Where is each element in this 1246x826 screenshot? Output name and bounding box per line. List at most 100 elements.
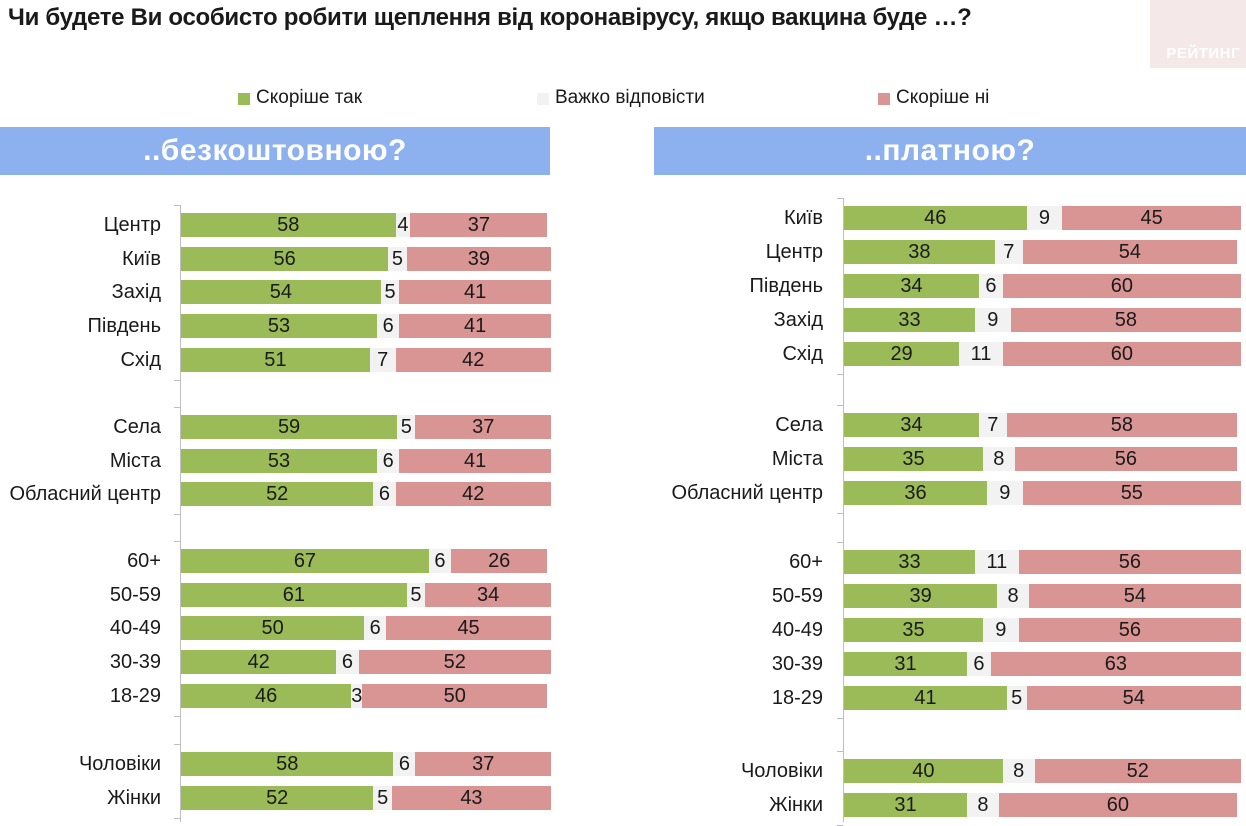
bar-value-label: 46 [924, 207, 947, 229]
bar-value-label: 54 [1123, 585, 1146, 607]
bar-value-label: 41 [464, 450, 487, 472]
bar-yes: 38 [844, 240, 995, 264]
row-label: Захід [111, 281, 161, 303]
bar-value-label: 63 [1104, 653, 1128, 675]
bar-value-label: 35 [902, 448, 925, 470]
bar-value-label: 45 [1140, 207, 1163, 229]
bar-value-label: 45 [457, 617, 480, 639]
bar-yes: 52 [181, 482, 374, 506]
row-label: 40-49 [109, 617, 161, 639]
bar-hard: 7 [978, 413, 1007, 437]
bar-value-label: 54 [1118, 241, 1141, 263]
bar-value-label: 37 [472, 416, 495, 438]
bar-value-label: 9 [1038, 207, 1051, 229]
bar-value-label: 50 [261, 617, 284, 639]
row-label: Жінки [769, 794, 823, 816]
bar-value-label: 42 [462, 349, 485, 371]
bar-value-label: 7 [1003, 241, 1015, 263]
bar-hard: 6 [373, 482, 396, 506]
bar-yes: 31 [844, 652, 968, 676]
row-label: Південь [749, 275, 823, 297]
bar-no: 50 [362, 684, 548, 708]
panel-header-free: ..безкоштовною? [0, 127, 550, 175]
bar-yes: 58 [181, 213, 396, 237]
bar-value-label: 58 [1110, 414, 1134, 436]
bar-yes: 31 [844, 793, 968, 817]
bar-yes: 36 [844, 481, 987, 505]
bar-value-label: 31 [894, 653, 917, 675]
bar-value-label: 3 [351, 685, 363, 707]
row-label: Обласний центр [9, 483, 161, 505]
bar-value-label: 6 [369, 617, 381, 639]
axis-tick [837, 513, 843, 514]
bar-no: 56 [1018, 618, 1241, 642]
row-label: 18-29 [771, 687, 823, 709]
bar-value-label: 41 [914, 687, 937, 709]
axis-tick [837, 198, 843, 199]
bar-hard: 5 [388, 247, 407, 271]
row-label: 40-49 [771, 619, 823, 641]
axis-tick [174, 514, 180, 515]
bar-value-label: 6 [434, 550, 446, 572]
bar-no: 58 [1006, 413, 1238, 437]
bar-value-label: 39 [467, 248, 490, 270]
bar-value-label: 11 [970, 343, 992, 365]
row-label: Жінки [107, 787, 161, 809]
bar-value-label: 38 [908, 241, 931, 263]
bar-value-label: 7 [377, 349, 389, 371]
bar-value-label: 36 [904, 482, 927, 504]
legend-swatch-no [878, 93, 890, 105]
bar-value-label: 5 [1011, 687, 1023, 709]
bar-value-label: 41 [464, 315, 487, 337]
bar-hard: 9 [982, 618, 1019, 642]
bar-hard: 6 [377, 314, 400, 338]
row-label: Центр [103, 214, 161, 236]
legend-swatch-hard [537, 93, 549, 105]
bar-hard: 6 [967, 652, 991, 676]
row-label: 60+ [127, 550, 161, 572]
row-label: 50-59 [109, 584, 161, 606]
bar-value-label: 29 [890, 343, 913, 365]
logo: РЕЙТИНГ [1150, 0, 1246, 68]
bar-value-label: 34 [476, 584, 500, 606]
bar-hard: 6 [428, 549, 452, 573]
bar-no: 37 [410, 213, 548, 237]
bar-value-label: 8 [977, 794, 989, 816]
axis-tick [837, 718, 843, 719]
bar-value-label: 42 [247, 651, 270, 673]
bar-hard: 7 [369, 348, 396, 372]
bar-no: 56 [1014, 447, 1238, 471]
row-label: Міста [771, 448, 823, 470]
bar-value-label: 60 [1110, 343, 1134, 365]
bar-no: 60 [1002, 274, 1241, 298]
row-label: Центр [765, 241, 823, 263]
bar-hard: 11 [975, 550, 1019, 574]
bar-yes: 50 [181, 616, 365, 640]
bar-value-label: 6 [382, 450, 394, 472]
row-label: Схід [120, 349, 161, 371]
row-label: Київ [783, 207, 823, 229]
axis-tick [174, 205, 180, 206]
bar-no: 55 [1022, 481, 1241, 505]
bar-value-label: 7 [987, 414, 999, 436]
row-label: Міста [109, 450, 161, 472]
bar-no: 56 [1018, 550, 1241, 574]
bar-hard: 6 [364, 616, 387, 640]
bar-hard: 9 [1026, 206, 1063, 230]
bar-yes: 51 [181, 348, 370, 372]
bar-value-label: 54 [269, 281, 293, 303]
bar-hard: 9 [986, 481, 1023, 505]
bar-value-label: 35 [902, 619, 925, 641]
bar-value-label: 53 [267, 450, 291, 472]
row-label: Чоловіки [78, 753, 161, 775]
axis-tick [174, 716, 180, 717]
bar-value-label: 37 [472, 753, 495, 775]
bar-hard: 9 [975, 308, 1011, 332]
bar-value-label: 52 [266, 483, 289, 505]
bar-value-label: 37 [467, 214, 490, 236]
axis-tick [837, 374, 843, 375]
bar-value-label: 52 [1126, 760, 1149, 782]
bar-value-label: 43 [460, 787, 483, 809]
category-axis [843, 198, 844, 822]
bar-no: 54 [1026, 686, 1241, 710]
